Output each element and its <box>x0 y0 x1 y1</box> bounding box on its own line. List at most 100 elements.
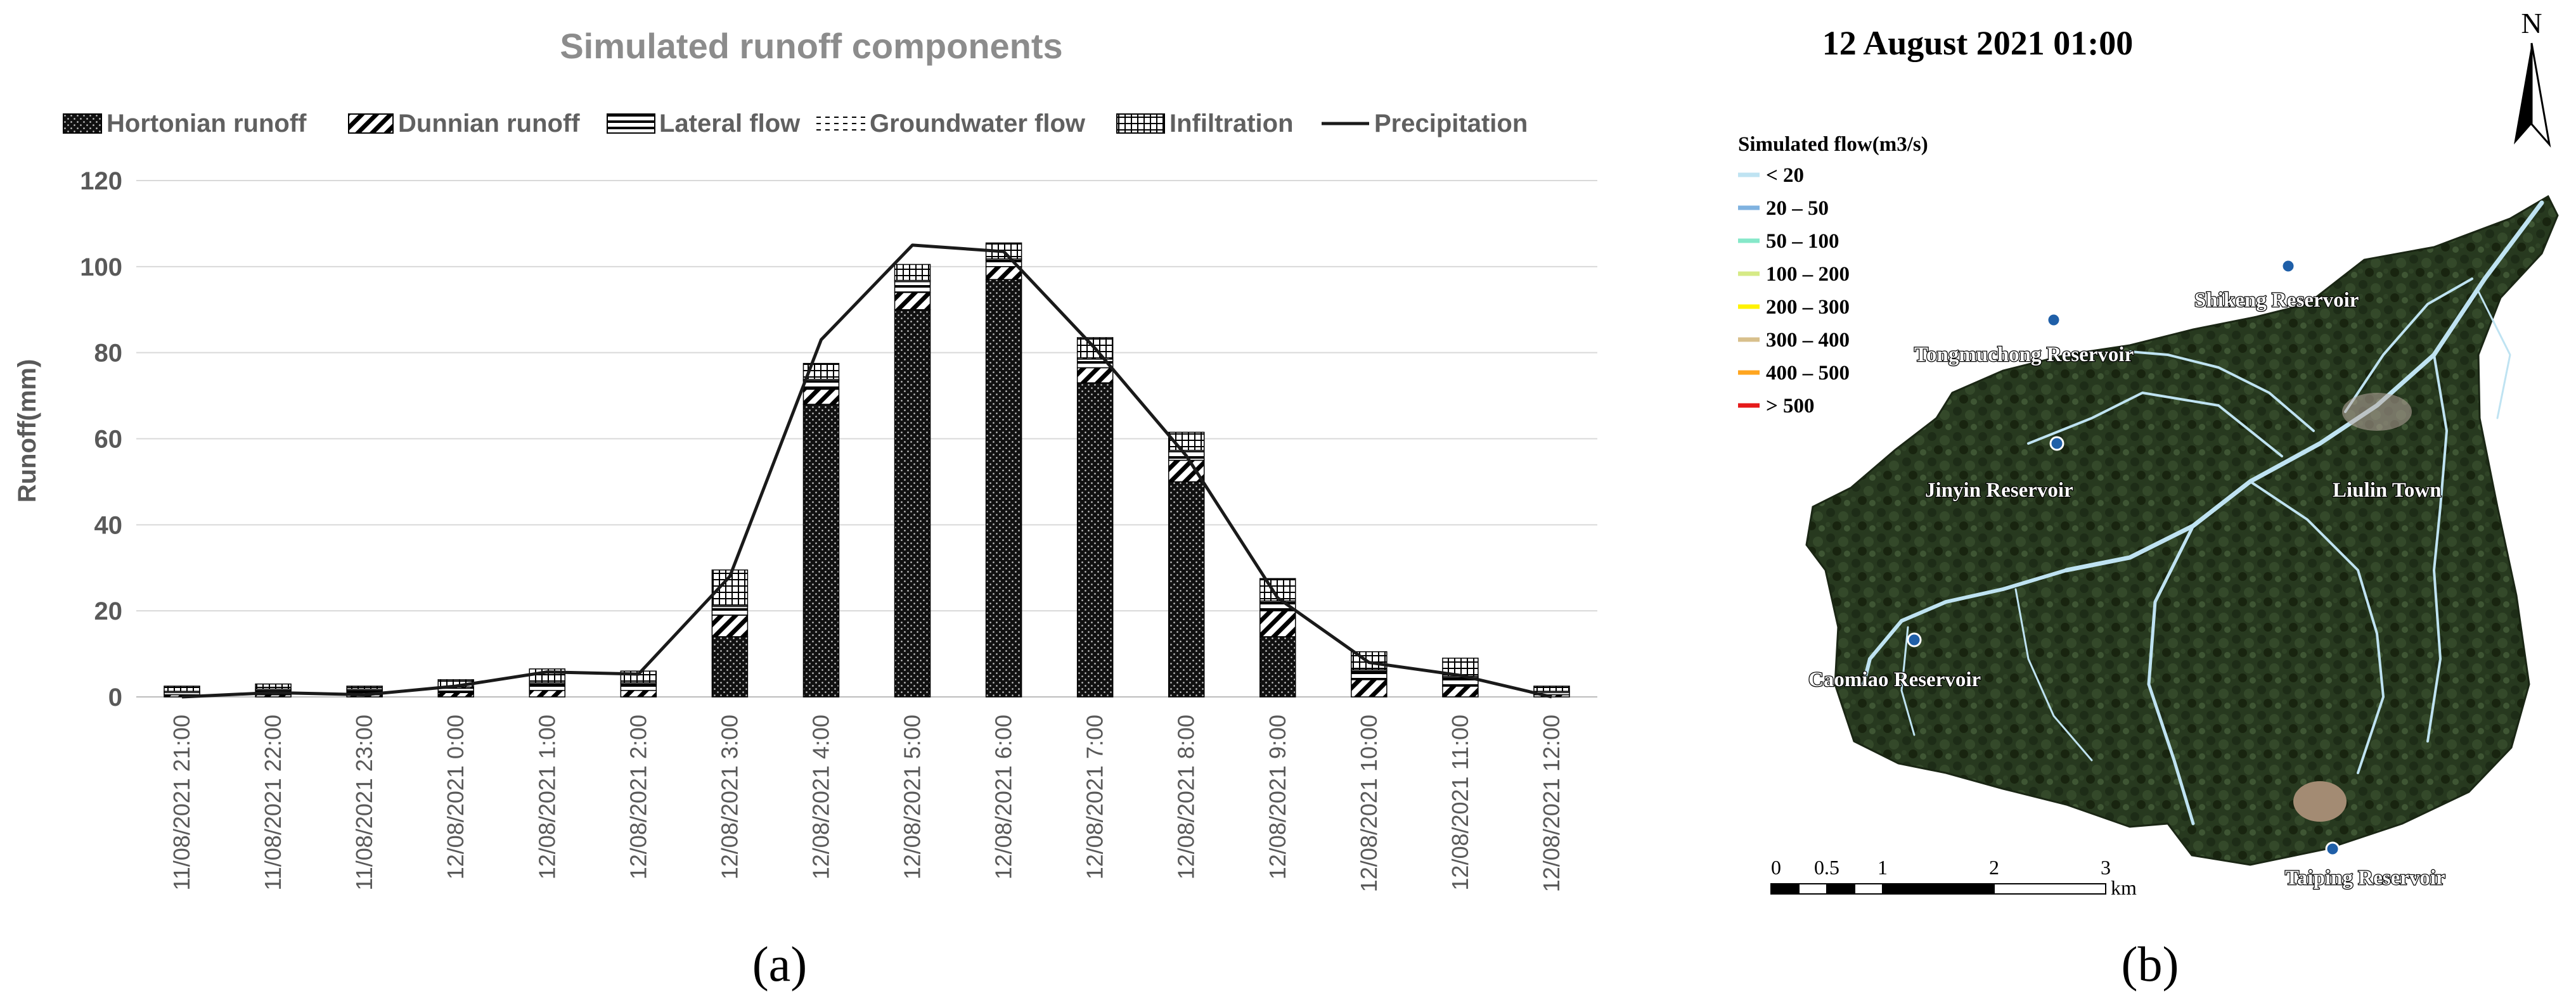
bar-dunnian <box>1351 679 1388 698</box>
reservoir-marker-taiping <box>2325 841 2340 857</box>
reservoir-marker-jinyin <box>2049 436 2064 451</box>
map-datetime: 12 August 2021 01:00 <box>1822 24 2134 62</box>
flow-legend-label: 50 – 100 <box>1766 230 1839 253</box>
bar-lateral <box>894 281 931 293</box>
place-label-taiping: Taiping Reservoir <box>2285 867 2445 889</box>
bar-hortonian <box>985 279 1022 698</box>
scale-bar: 0 0.5 1 2 3 km <box>1770 856 2137 899</box>
scale-tick-label: 0.5 <box>1814 856 1839 879</box>
grid <box>136 180 1597 698</box>
x-tick-label: 11/08/2021 23:00 <box>351 715 377 891</box>
bar-dunnian <box>620 690 657 698</box>
flow-legend-label: > 500 <box>1766 395 1815 418</box>
legend-label-groundwater: Groundwater flow <box>870 110 1086 137</box>
bar-dunnian <box>1259 610 1296 637</box>
legend-label-precipitation: Precipitation <box>1374 110 1528 137</box>
x-tick-label: 12/08/2021 6:00 <box>991 715 1017 879</box>
bar-hortonian <box>1259 636 1296 698</box>
river-network <box>1862 200 2544 826</box>
scale-unit: km <box>2111 876 2137 899</box>
bar-dunnian <box>1168 459 1205 483</box>
x-tick-label: 12/08/2021 1:00 <box>534 715 560 879</box>
legend-label-lateral: Lateral flow <box>659 110 801 137</box>
bar-hortonian <box>894 309 931 698</box>
bar-dunnian <box>529 690 566 698</box>
bar-dunnian <box>437 692 474 698</box>
panel-a-label: (a) <box>752 936 808 991</box>
flow-legend-label: 100 – 200 <box>1766 263 1850 286</box>
taiping-mine-area <box>2293 781 2347 822</box>
bar-dunnian <box>1076 367 1114 383</box>
bar-hortonian <box>711 636 749 698</box>
legend-swatch-hortonian <box>63 113 102 134</box>
chart-title: Simulated runoff components <box>560 26 1062 66</box>
bar-dunnian <box>894 291 931 310</box>
y-tick-label: 40 <box>94 511 123 539</box>
bar-dunnian <box>711 615 749 637</box>
bar-infiltration <box>255 683 292 690</box>
x-tick-label: 12/08/2021 11:00 <box>1447 715 1473 891</box>
y-tick-label: 120 <box>80 167 122 195</box>
legend-groundwater: Groundwater flow <box>815 110 1086 137</box>
flow-legend-label: 300 – 400 <box>1766 329 1850 352</box>
legend-hortonian: Hortonian runoff <box>63 110 307 137</box>
flow-legend-title: Simulated flow(m3/s) <box>1738 133 1928 156</box>
x-tick-label: 11/08/2021 22:00 <box>260 715 286 891</box>
x-tick-label: 12/08/2021 5:00 <box>899 715 925 879</box>
chart-legend: Hortonian runoff Dunnian runoff Lateral … <box>63 110 1528 137</box>
flow-legend-label: 200 – 300 <box>1766 296 1850 319</box>
place-label-shikeng: Shikeng Reservoir <box>2194 289 2359 312</box>
y-axis: 0 20 40 60 80 100 120 <box>80 167 122 711</box>
bar-lateral <box>529 683 566 691</box>
bar-hortonian <box>1076 382 1114 698</box>
town-area <box>2342 393 2412 431</box>
reservoir-markers <box>1907 258 2347 857</box>
legend-swatch-groundwater <box>815 114 865 133</box>
y-tick-label: 80 <box>94 340 123 367</box>
bar-hortonian <box>802 404 840 698</box>
scale-tick-label: 2 <box>1989 856 1999 879</box>
bar-infiltration <box>894 264 931 281</box>
y-tick-label: 0 <box>108 684 122 711</box>
legend-swatch-dunnian <box>348 113 394 134</box>
x-tick-label: 12/08/2021 3:00 <box>716 715 742 879</box>
bar-lateral <box>802 380 840 390</box>
bar-dunnian <box>1442 685 1479 698</box>
y-tick-label: 20 <box>94 597 123 625</box>
y-tick-label: 100 <box>80 253 122 281</box>
legend-infiltration: Infiltration <box>1116 110 1294 137</box>
legend-label-dunnian: Dunnian runoff <box>398 110 580 137</box>
x-tick-label: 12/08/2021 2:00 <box>625 715 651 879</box>
north-label: N <box>2521 7 2542 39</box>
bar-lateral <box>1351 670 1388 680</box>
runoff-chart: Simulated runoff components Hortonian ru… <box>13 26 1597 991</box>
bars <box>164 242 1570 698</box>
bar-infiltration <box>1533 685 1570 692</box>
flow-map: 12 August 2021 01:00 N Shikeng Reservoir… <box>1738 7 2559 991</box>
x-tick-label: 12/08/2021 8:00 <box>1173 715 1199 879</box>
x-tick-label: 12/08/2021 10:00 <box>1356 715 1382 892</box>
bar-lateral <box>437 687 474 693</box>
y-axis-title: Runoff(mm) <box>13 359 41 503</box>
legend-label-hortonian: Hortonian runoff <box>106 110 307 137</box>
legend-lateral: Lateral flow <box>607 110 801 137</box>
reservoir-marker-tongmuchong <box>2046 312 2061 328</box>
precipitation-line-group <box>181 243 1552 699</box>
legend-precipitation: Precipitation <box>1322 110 1528 137</box>
x-tick-label: 11/08/2021 21:00 <box>169 715 195 891</box>
bar-lateral <box>620 683 657 691</box>
north-arrow-icon: N <box>2514 7 2551 148</box>
place-label-liulin: Liulin Town <box>2333 479 2442 502</box>
panel-b-label: (b) <box>2122 936 2179 991</box>
x-tick-label: 12/08/2021 9:00 <box>1265 715 1291 879</box>
bar-dunnian <box>985 266 1022 280</box>
reservoir-marker-shikeng <box>2281 258 2296 274</box>
x-tick-label: 12/08/2021 0:00 <box>442 715 468 879</box>
x-axis: 11/08/2021 21:00 11/08/2021 22:00 11/08/20… <box>169 715 1564 892</box>
flow-legend-label: 400 – 500 <box>1766 362 1850 385</box>
scale-tick-label: 0 <box>1771 856 1781 879</box>
scale-tick-label: 3 <box>2101 856 2111 879</box>
reservoir-marker-caomiao <box>1907 632 1922 647</box>
bar-hortonian <box>1168 481 1205 698</box>
bar-dunnian <box>802 388 840 405</box>
